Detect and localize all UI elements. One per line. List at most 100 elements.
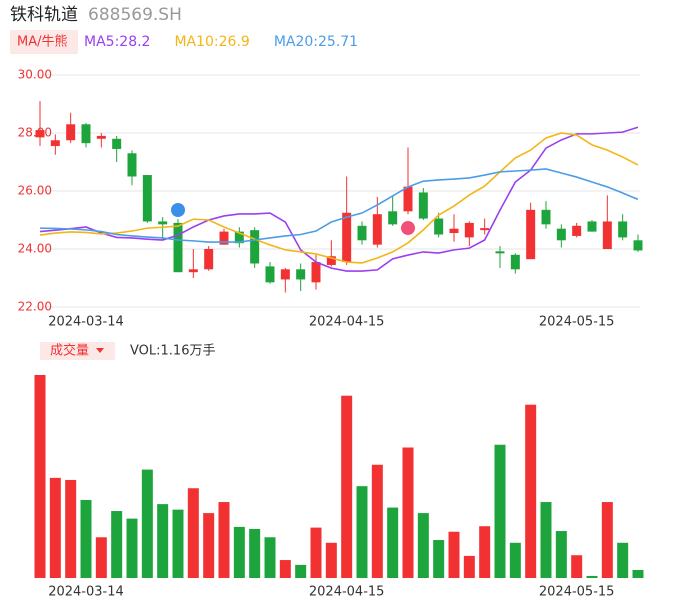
volume-bar <box>310 527 322 578</box>
volume-bar <box>448 531 460 578</box>
volume-bar <box>494 444 506 578</box>
candle-body <box>464 222 474 238</box>
volume-bar <box>279 560 291 578</box>
volume-bar <box>172 509 184 578</box>
volume-bar <box>509 542 521 578</box>
candle-body <box>188 269 198 273</box>
candle-body <box>296 269 306 280</box>
candle-body <box>602 221 612 249</box>
candle-body <box>572 225 582 236</box>
ma-line <box>39 168 639 243</box>
legend-entry: MA20:25.71 <box>274 34 358 50</box>
candle-body <box>50 140 60 147</box>
y-tick-label: 24.00 <box>18 242 52 256</box>
volume-bar <box>95 537 107 578</box>
volume-badge-bg[interactable] <box>40 342 115 360</box>
candle-body <box>403 186 413 212</box>
x-tick-label: 2024-04-15 <box>309 585 385 600</box>
volume-bar <box>49 477 61 578</box>
signal-icon <box>169 201 187 219</box>
candle-body <box>66 124 76 141</box>
candle-body <box>219 231 229 245</box>
candle-body <box>173 222 183 273</box>
volume-bar <box>249 528 261 578</box>
indicator-badge[interactable]: MA/牛熊 <box>17 34 68 50</box>
volume-bar <box>111 511 123 578</box>
volume-bar <box>555 531 567 578</box>
candle-body <box>311 262 321 283</box>
volume-bar <box>325 542 337 578</box>
volume-bar <box>417 513 429 578</box>
candle-body <box>158 221 168 225</box>
volume-bar <box>617 542 629 578</box>
volume-bar <box>126 518 138 578</box>
volume-bar <box>387 507 399 578</box>
volume-bar <box>601 502 613 578</box>
candle-body <box>633 240 643 251</box>
candle-body <box>250 230 260 264</box>
candle-body <box>495 251 505 254</box>
stock-name: 铁科轨道 <box>10 5 78 25</box>
candle-body <box>234 231 244 244</box>
volume-bar <box>571 555 583 578</box>
volume-bar <box>141 469 153 578</box>
candle-body <box>35 130 45 138</box>
stock-code: 688569.SH <box>88 5 182 25</box>
volume-bar <box>540 502 552 578</box>
volume-bar <box>433 540 445 578</box>
volume-bar <box>34 375 46 578</box>
signal-icon <box>399 219 417 237</box>
volume-title[interactable]: 成交量 <box>50 343 89 359</box>
volume-bar <box>356 486 368 578</box>
volume-bar <box>586 575 598 578</box>
volume-bar <box>203 513 215 578</box>
volume-bar <box>264 537 276 578</box>
legend-entry: MA10:26.9 <box>174 34 249 50</box>
candle-body <box>265 266 275 283</box>
volume-bar <box>187 488 199 578</box>
volume-bar <box>479 526 491 578</box>
volume-bar <box>80 499 92 578</box>
candle-body <box>541 209 551 225</box>
x-tick-label: 2024-03-14 <box>48 585 124 600</box>
y-tick-label: 28.00 <box>18 126 52 140</box>
candle-body <box>96 135 106 139</box>
volume-bar <box>402 447 414 578</box>
volume-bar <box>632 569 644 578</box>
badge-bg[interactable] <box>10 30 78 54</box>
volume-bar <box>233 526 245 578</box>
volume-bar <box>341 395 353 578</box>
ma-line <box>39 132 639 264</box>
candle-body <box>326 256 336 265</box>
legend-entry: MA5:28.2 <box>84 34 150 50</box>
volume-bar <box>295 564 307 578</box>
candle-body <box>127 153 137 177</box>
dropdown-arrow <box>96 348 104 353</box>
volume-bar <box>525 404 537 578</box>
candle-body <box>388 211 398 225</box>
candle-body <box>142 175 152 222</box>
volume-bar <box>463 555 475 578</box>
candle-body <box>434 218 444 235</box>
x-tick-label: 2024-05-15 <box>539 585 615 600</box>
y-tick-label: 30.00 <box>18 68 52 82</box>
ma-line <box>39 126 639 272</box>
volume-bar <box>371 464 383 578</box>
volume-label: VOL:1.16万手 <box>130 344 215 359</box>
candle-body <box>112 138 122 149</box>
candle-body <box>280 269 290 280</box>
candle-body <box>342 212 352 263</box>
x-tick-label: 2024-03-14 <box>48 315 124 330</box>
candle-body <box>81 124 91 144</box>
candle-body <box>357 225 367 241</box>
candle-body <box>526 209 536 260</box>
x-tick-label: 2024-05-15 <box>539 315 615 330</box>
volume-bar <box>157 504 169 578</box>
candle-body <box>510 254 520 270</box>
y-tick-label: 22.00 <box>18 300 52 314</box>
volume-bar <box>65 479 77 578</box>
candle-body <box>204 249 214 270</box>
candle-body <box>480 228 490 231</box>
candle-body <box>372 214 382 245</box>
